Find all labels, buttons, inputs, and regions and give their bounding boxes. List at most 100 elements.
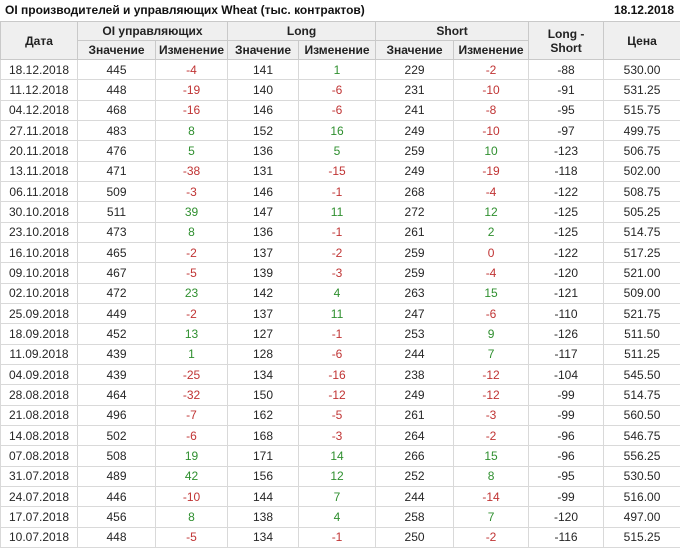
cell-long-value: 168 — [227, 424, 300, 447]
cell-long-short: -99 — [528, 384, 605, 406]
cell-date: 17.07.2018 — [0, 506, 78, 528]
cell-short-change: -10 — [453, 79, 530, 101]
cell-short-value: 266 — [375, 445, 455, 467]
cell-price: 530.00 — [603, 58, 680, 81]
cell-date: 10.07.2018 — [0, 526, 78, 548]
col-header-price: Цена — [603, 21, 680, 60]
cell-oi-value: 445 — [77, 58, 156, 81]
cell-date: 11.09.2018 — [0, 343, 78, 365]
cell-price: 521.75 — [603, 302, 680, 325]
cell-short-value: 247 — [375, 302, 455, 325]
cell-long-short: -116 — [528, 526, 605, 548]
cell-short-value: 238 — [375, 363, 455, 386]
cell-long-value: 152 — [227, 119, 300, 142]
cell-price: 530.50 — [603, 465, 680, 487]
cell-price: 508.75 — [603, 180, 680, 203]
cell-short-value: 261 — [375, 221, 455, 243]
cell-oi-change: -7 — [154, 404, 229, 426]
cell-date: 18.12.2018 — [0, 58, 78, 81]
cell-date: 16.10.2018 — [0, 241, 78, 264]
cell-oi-value: 464 — [77, 384, 156, 406]
cell-date: 04.12.2018 — [0, 99, 78, 121]
cell-long-change: -5 — [298, 404, 377, 426]
cell-price: 546.75 — [603, 424, 680, 447]
cell-short-value: 263 — [375, 282, 455, 304]
cell-oi-value: 509 — [77, 180, 156, 203]
cell-oi-change: -5 — [154, 262, 229, 284]
cell-long-value: 138 — [227, 506, 300, 528]
cell-price: 545.50 — [603, 363, 680, 386]
table-row: 07.08.2018 508 19 171 14 266 15 -96 556.25 — [0, 445, 680, 467]
col-group-short: Short — [375, 21, 530, 41]
cell-oi-value: 439 — [77, 363, 156, 386]
cell-price: 515.25 — [603, 526, 680, 548]
table-row: 18.09.2018 452 13 127 -1 253 9 -126 511.50 — [0, 323, 680, 345]
table-body: 18.12.2018 445 -4 141 1 229 -2 -88 530.00 11.12.2… — [0, 58, 680, 548]
table-row: 16.10.2018 465 -2 137 -2 259 0 -122 517.25 — [0, 241, 680, 264]
cell-oi-change: 42 — [154, 465, 229, 487]
cell-price: 511.25 — [603, 343, 680, 365]
cell-long-change: 1 — [298, 58, 377, 81]
cell-short-change: -10 — [453, 119, 530, 142]
cell-date: 25.09.2018 — [0, 302, 78, 325]
cell-oi-value: 456 — [77, 506, 156, 528]
cell-long-short: -99 — [528, 485, 605, 508]
cell-short-value: 264 — [375, 424, 455, 447]
cell-price: 514.75 — [603, 221, 680, 243]
table-row: 04.09.2018 439 -25 134 -16 238 -12 -104 545.50 — [0, 363, 680, 386]
cell-oi-change: 5 — [154, 140, 229, 162]
table-row: 02.10.2018 472 23 142 4 263 15 -121 509.00 — [0, 282, 680, 304]
table-row: 30.10.2018 511 39 147 11 272 12 -125 505.25 — [0, 201, 680, 223]
cell-oi-value: 449 — [77, 302, 156, 325]
cell-long-short: -95 — [528, 99, 605, 121]
cell-long-change: -1 — [298, 323, 377, 345]
cell-short-change: 12 — [453, 201, 530, 223]
cell-short-change: 9 — [453, 323, 530, 345]
cell-long-value: 162 — [227, 404, 300, 426]
cell-long-change: 4 — [298, 282, 377, 304]
cell-date: 02.10.2018 — [0, 282, 78, 304]
table-row: 21.08.2018 496 -7 162 -5 261 -3 -99 560.50 — [0, 404, 680, 426]
cell-short-change: -12 — [453, 384, 530, 406]
cell-oi-change: -3 — [154, 180, 229, 203]
cell-oi-value: 465 — [77, 241, 156, 264]
cell-short-change: 10 — [453, 140, 530, 162]
cell-long-change: 11 — [298, 201, 377, 223]
cell-short-value: 259 — [375, 262, 455, 284]
cell-long-short: -117 — [528, 343, 605, 365]
cell-price: 556.25 — [603, 445, 680, 467]
cell-long-short: -96 — [528, 445, 605, 467]
col-group-oi-managers: OI управляющих — [76, 21, 229, 41]
cell-long-change: 7 — [298, 485, 377, 508]
cell-short-value: 249 — [375, 160, 455, 182]
table-row: 11.09.2018 439 1 128 -6 244 7 -117 511.25 — [0, 343, 680, 365]
cell-long-short: -118 — [528, 160, 605, 182]
cell-short-value: 272 — [375, 201, 455, 223]
cell-long-short: -110 — [528, 302, 605, 325]
cell-date: 09.10.2018 — [0, 262, 78, 284]
cell-short-value: 259 — [375, 241, 455, 264]
cell-long-change: -1 — [298, 221, 377, 243]
cell-price: 506.75 — [603, 140, 680, 162]
cell-short-change: -2 — [453, 58, 530, 81]
cell-price: 509.00 — [603, 282, 680, 304]
cell-price: 515.75 — [603, 99, 680, 121]
cell-oi-change: -2 — [154, 241, 229, 264]
table-header: Дата OI управляющих Long Short Long - Sh… — [0, 21, 680, 60]
table-row: 17.07.2018 456 8 138 4 258 7 -120 497.00 — [0, 506, 680, 528]
cell-long-value: 136 — [227, 140, 300, 162]
cell-short-value: 250 — [375, 526, 455, 548]
cell-oi-change: 23 — [154, 282, 229, 304]
cell-date: 18.09.2018 — [0, 323, 78, 345]
cell-long-short: -99 — [528, 404, 605, 426]
cell-date: 06.11.2018 — [0, 180, 78, 203]
cell-oi-value: 511 — [77, 201, 156, 223]
cell-long-short: -126 — [528, 323, 605, 345]
table-row: 04.12.2018 468 -16 146 -6 241 -8 -95 515.75 — [0, 99, 680, 121]
cell-oi-change: -4 — [154, 58, 229, 81]
cell-short-value: 252 — [375, 465, 455, 487]
cell-price: 517.25 — [603, 241, 680, 264]
cell-oi-value: 471 — [77, 160, 156, 182]
cell-long-short: -88 — [528, 58, 605, 81]
cell-long-short: -125 — [528, 221, 605, 243]
